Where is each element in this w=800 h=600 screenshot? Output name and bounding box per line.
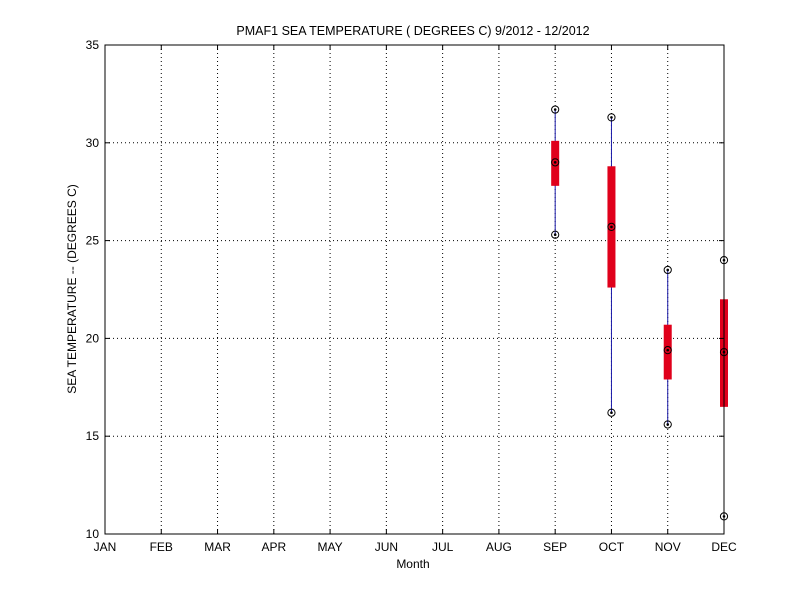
- y-tick-label: 30: [86, 136, 100, 150]
- x-tick-label: FEB: [150, 540, 173, 554]
- x-tick-label: NOV: [655, 540, 681, 554]
- min-marker: [551, 230, 560, 239]
- x-tick-label: OCT: [599, 540, 625, 554]
- iqr-box: [663, 324, 672, 380]
- x-tick-label: JUN: [375, 540, 398, 554]
- x-tick-label: MAR: [204, 540, 231, 554]
- y-tick-label: 20: [86, 331, 100, 345]
- x-tick-label: MAY: [318, 540, 343, 554]
- grid-lines: [105, 45, 724, 534]
- x-tick-label: JUL: [432, 540, 454, 554]
- median-marker: [551, 158, 560, 167]
- min-marker-dot: [553, 233, 557, 237]
- median-marker-dot: [553, 161, 557, 164]
- max-marker-dot: [553, 108, 557, 111]
- x-tick-label: SEP: [543, 540, 567, 554]
- box-oct: [607, 113, 616, 417]
- median-marker-dot: [666, 348, 670, 352]
- median-marker-dot: [610, 225, 613, 229]
- x-tick-label: DEC: [711, 540, 737, 554]
- chart-title: PMAF1 SEA TEMPERATURE ( DEGREES C) 9/201…: [236, 24, 589, 38]
- max-marker-dot: [610, 116, 613, 119]
- max-marker: [551, 105, 560, 114]
- x-axis-label: Month: [396, 557, 429, 571]
- min-marker: [663, 420, 672, 429]
- plot-area-frame: [104, 44, 725, 535]
- box-sep: [551, 105, 560, 239]
- box-series: [551, 105, 729, 521]
- y-axis-label: SEA TEMPERATURE -- (DEGREES C): [65, 184, 79, 394]
- min-marker-dot: [610, 411, 613, 415]
- axes: JAN FEB MAR APR MAY JUN JUL AUG SEP OCT NOV DEC 10 15…: [86, 38, 737, 554]
- y-tick-label: 25: [86, 234, 100, 248]
- y-tick-label: 35: [86, 38, 100, 52]
- y-tick-label: 10: [86, 527, 100, 541]
- median-marker: [607, 222, 616, 232]
- max-marker: [663, 265, 672, 275]
- min-marker: [607, 408, 616, 417]
- x-tick-label: JAN: [94, 540, 117, 554]
- min-marker-dot: [666, 423, 670, 426]
- median-marker: [663, 346, 672, 355]
- max-marker: [607, 113, 616, 122]
- x-tick-label: APR: [261, 540, 286, 554]
- max-marker-dot: [666, 268, 670, 272]
- y-tick-label: 15: [86, 429, 100, 443]
- box-nov: [663, 265, 672, 429]
- x-tick-label: AUG: [486, 540, 512, 554]
